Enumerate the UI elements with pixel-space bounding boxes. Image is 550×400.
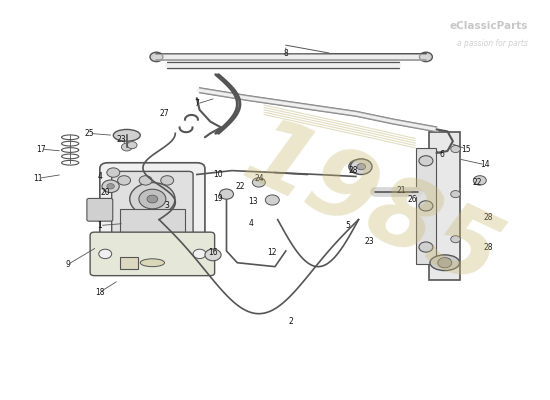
Circle shape bbox=[139, 189, 166, 209]
Text: 11: 11 bbox=[33, 174, 42, 183]
Circle shape bbox=[107, 168, 120, 177]
Circle shape bbox=[161, 176, 174, 185]
Text: 15: 15 bbox=[461, 144, 471, 154]
Text: 21: 21 bbox=[397, 186, 406, 195]
Circle shape bbox=[350, 159, 372, 174]
FancyBboxPatch shape bbox=[120, 257, 138, 269]
Circle shape bbox=[419, 242, 433, 252]
Ellipse shape bbox=[430, 255, 460, 270]
Text: 1: 1 bbox=[97, 221, 102, 230]
Text: 13: 13 bbox=[249, 198, 258, 206]
Text: 23: 23 bbox=[117, 135, 126, 144]
FancyBboxPatch shape bbox=[100, 163, 205, 243]
Text: 1985: 1985 bbox=[230, 108, 514, 307]
Circle shape bbox=[193, 249, 206, 259]
Circle shape bbox=[252, 178, 265, 187]
Text: 20: 20 bbox=[101, 188, 110, 197]
Text: 9: 9 bbox=[65, 260, 70, 269]
Text: 12: 12 bbox=[267, 248, 277, 258]
Text: 22: 22 bbox=[472, 178, 482, 187]
Circle shape bbox=[102, 180, 119, 192]
Circle shape bbox=[450, 236, 460, 243]
Circle shape bbox=[127, 142, 137, 149]
Circle shape bbox=[450, 146, 460, 152]
Text: 27: 27 bbox=[160, 109, 169, 118]
Circle shape bbox=[265, 195, 279, 205]
Text: 17: 17 bbox=[36, 144, 45, 154]
Text: 7: 7 bbox=[194, 100, 199, 108]
Text: 8: 8 bbox=[283, 48, 288, 58]
Circle shape bbox=[420, 52, 432, 62]
Text: 4: 4 bbox=[97, 172, 102, 181]
Text: 23: 23 bbox=[365, 237, 374, 246]
Text: 2: 2 bbox=[289, 317, 294, 326]
Text: 14: 14 bbox=[480, 160, 490, 169]
Circle shape bbox=[139, 176, 152, 185]
Circle shape bbox=[130, 182, 175, 216]
Circle shape bbox=[122, 143, 132, 151]
Text: 4: 4 bbox=[248, 219, 253, 228]
Circle shape bbox=[474, 176, 486, 185]
FancyBboxPatch shape bbox=[87, 198, 113, 221]
Circle shape bbox=[107, 184, 114, 189]
Text: 18: 18 bbox=[95, 288, 104, 297]
Text: 5: 5 bbox=[345, 221, 350, 230]
Circle shape bbox=[147, 195, 158, 203]
Text: 28: 28 bbox=[483, 242, 493, 252]
Text: 28: 28 bbox=[483, 213, 493, 222]
Circle shape bbox=[118, 176, 130, 185]
FancyBboxPatch shape bbox=[120, 209, 185, 232]
Text: 10: 10 bbox=[213, 170, 223, 179]
Circle shape bbox=[205, 249, 221, 261]
Text: 16: 16 bbox=[208, 248, 218, 258]
Ellipse shape bbox=[140, 259, 164, 267]
Text: 6: 6 bbox=[439, 150, 444, 160]
Circle shape bbox=[150, 52, 163, 62]
Circle shape bbox=[419, 201, 433, 211]
Text: 28: 28 bbox=[348, 166, 358, 175]
Text: 22: 22 bbox=[235, 182, 245, 191]
FancyBboxPatch shape bbox=[112, 171, 193, 234]
Text: 24: 24 bbox=[254, 174, 263, 183]
Circle shape bbox=[438, 258, 452, 268]
Circle shape bbox=[219, 189, 234, 199]
FancyBboxPatch shape bbox=[416, 148, 436, 264]
Circle shape bbox=[450, 190, 460, 198]
Text: 26: 26 bbox=[408, 196, 417, 204]
FancyBboxPatch shape bbox=[429, 132, 460, 280]
Text: 3: 3 bbox=[165, 201, 169, 210]
Circle shape bbox=[419, 156, 433, 166]
Text: 19: 19 bbox=[213, 194, 223, 202]
Text: a passion for parts: a passion for parts bbox=[458, 39, 529, 48]
Ellipse shape bbox=[113, 130, 140, 141]
Circle shape bbox=[354, 164, 363, 170]
Circle shape bbox=[357, 164, 366, 170]
Circle shape bbox=[349, 160, 368, 174]
Circle shape bbox=[99, 249, 112, 259]
Text: eClassicParts: eClassicParts bbox=[450, 20, 529, 30]
Text: 25: 25 bbox=[84, 129, 94, 138]
FancyBboxPatch shape bbox=[90, 232, 214, 276]
